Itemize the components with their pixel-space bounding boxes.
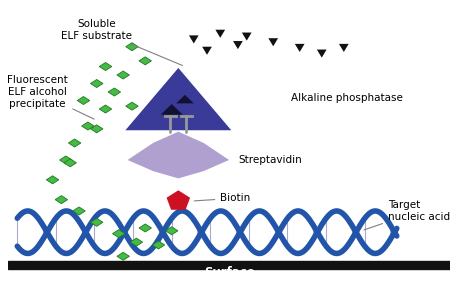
Polygon shape bbox=[125, 68, 232, 130]
Polygon shape bbox=[167, 190, 190, 210]
Polygon shape bbox=[128, 132, 229, 178]
Polygon shape bbox=[90, 218, 103, 226]
Polygon shape bbox=[126, 43, 138, 51]
Polygon shape bbox=[55, 196, 68, 204]
Text: Biotin: Biotin bbox=[194, 193, 250, 203]
Bar bbox=[8, 261, 450, 269]
Polygon shape bbox=[176, 95, 194, 103]
Polygon shape bbox=[242, 33, 251, 41]
Polygon shape bbox=[269, 38, 278, 46]
Polygon shape bbox=[139, 57, 151, 65]
Polygon shape bbox=[317, 49, 326, 58]
Polygon shape bbox=[189, 35, 199, 43]
Text: Target
nucleic acid: Target nucleic acid bbox=[364, 200, 450, 230]
Polygon shape bbox=[339, 44, 349, 52]
Text: Fluorescent
ELF alcohol
precipitate: Fluorescent ELF alcohol precipitate bbox=[7, 76, 94, 119]
Polygon shape bbox=[165, 227, 178, 235]
Polygon shape bbox=[152, 241, 165, 249]
Polygon shape bbox=[139, 224, 151, 232]
Polygon shape bbox=[117, 252, 130, 260]
Text: Alkaline phosphatase: Alkaline phosphatase bbox=[291, 93, 403, 103]
Text: Surface: Surface bbox=[204, 266, 255, 279]
Polygon shape bbox=[77, 96, 90, 104]
Polygon shape bbox=[69, 139, 81, 147]
Polygon shape bbox=[215, 30, 225, 38]
Polygon shape bbox=[233, 41, 243, 49]
Polygon shape bbox=[295, 44, 305, 52]
Polygon shape bbox=[108, 88, 120, 96]
Polygon shape bbox=[99, 63, 112, 71]
Polygon shape bbox=[81, 122, 94, 130]
Polygon shape bbox=[161, 104, 183, 115]
Polygon shape bbox=[73, 207, 85, 215]
Polygon shape bbox=[90, 80, 103, 88]
Polygon shape bbox=[99, 105, 112, 113]
Text: Streptavidin: Streptavidin bbox=[238, 155, 302, 165]
Polygon shape bbox=[130, 238, 143, 246]
Polygon shape bbox=[126, 102, 138, 110]
Polygon shape bbox=[46, 176, 59, 184]
Polygon shape bbox=[117, 71, 130, 79]
Polygon shape bbox=[60, 156, 72, 164]
Polygon shape bbox=[90, 125, 103, 133]
Polygon shape bbox=[113, 230, 125, 238]
Polygon shape bbox=[64, 159, 76, 167]
Text: Soluble
ELF substrate: Soluble ELF substrate bbox=[61, 19, 182, 65]
Polygon shape bbox=[202, 47, 212, 55]
